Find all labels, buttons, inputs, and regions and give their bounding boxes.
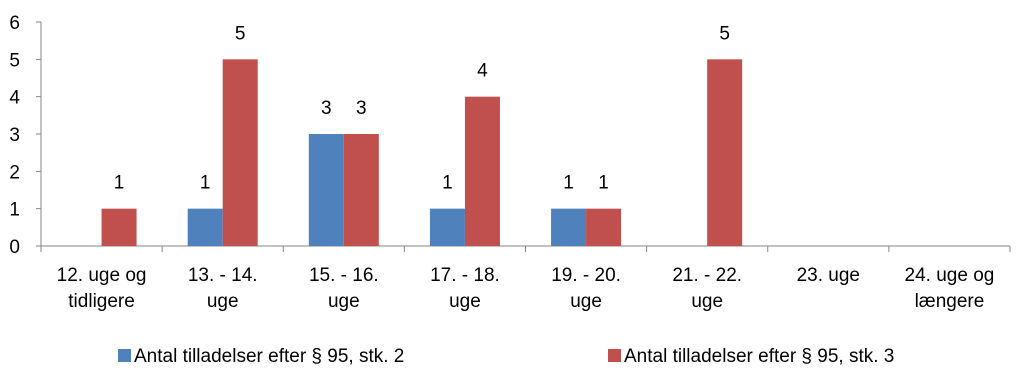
data-label: 5 (235, 23, 246, 44)
y-tick-label: 6 (9, 13, 20, 34)
data-label: 5 (719, 23, 730, 44)
x-tick-label-line: 19. - 20. (551, 265, 621, 286)
x-tick-label-line: 13. - 14. (188, 265, 258, 286)
x-tick-label: 23. uge (797, 265, 860, 286)
x-tick-label-line: 12. uge og (57, 265, 147, 286)
legend-swatch (118, 349, 131, 362)
y-tick-label: 0 (9, 237, 20, 258)
x-tick-label-line: uge (328, 291, 360, 312)
x-tick-label-line: uge (449, 291, 481, 312)
y-tick-label: 1 (9, 200, 20, 221)
bar (464, 96, 500, 247)
x-tick-label: 19. - 20. uge (551, 265, 621, 312)
bar (707, 59, 743, 247)
x-tick-label: 13. - 14. uge (188, 265, 258, 312)
data-label: 1 (598, 173, 609, 194)
x-tick-label-line: 15. - 16. (309, 265, 379, 286)
legend-label: Antal tilladelser efter § 95, stk. 3 (624, 346, 894, 367)
x-tick-label: 21. - 22. uge (672, 265, 742, 312)
data-label: 1 (442, 173, 453, 194)
data-label: 3 (356, 98, 367, 119)
bar (551, 208, 587, 246)
bar (222, 59, 258, 247)
x-tick-label-line: 24. uge og (905, 265, 995, 286)
y-tick-label: 5 (9, 50, 20, 71)
x-tick-label: 24. uge og længere (905, 265, 995, 312)
x-tick-label-line: 17. - 18. (430, 265, 500, 286)
x-tick-label-line: uge (207, 291, 239, 312)
x-tick-label: 17. - 18. uge (430, 265, 500, 312)
y-tick-label: 3 (9, 125, 20, 146)
data-label: 1 (114, 173, 125, 194)
bars (101, 59, 743, 247)
x-tick-label-line: tidligere (68, 291, 135, 312)
bar (586, 208, 622, 246)
data-label: 1 (563, 173, 574, 194)
bar (101, 208, 137, 246)
y-tick-label: 2 (9, 162, 20, 183)
bar (343, 134, 379, 246)
bar (187, 208, 223, 246)
legend-swatch (608, 349, 621, 362)
bar (308, 134, 344, 246)
data-labels: 1 3 1 1 1 5 3 4 1 5 (114, 23, 730, 193)
legend: Antal tilladelser efter § 95, stk. 2 Anta… (118, 346, 894, 367)
x-tick-label: 15. - 16. uge (309, 265, 379, 312)
x-tick-label-line: længere (915, 291, 985, 312)
x-tick-label-line: 21. - 22. (672, 265, 742, 286)
data-label: 4 (477, 61, 488, 82)
x-tick-label-line: uge (570, 291, 602, 312)
x-tick-label-line: 23. uge (797, 265, 860, 286)
x-tick-label-line: uge (691, 291, 723, 312)
bar (429, 208, 465, 246)
legend-label: Antal tilladelser efter § 95, stk. 2 (134, 346, 404, 367)
data-label: 3 (321, 98, 332, 119)
data-label: 1 (200, 173, 211, 194)
x-tick-label: 12. uge og tidligere (57, 265, 147, 312)
y-tick-label: 4 (9, 88, 20, 109)
